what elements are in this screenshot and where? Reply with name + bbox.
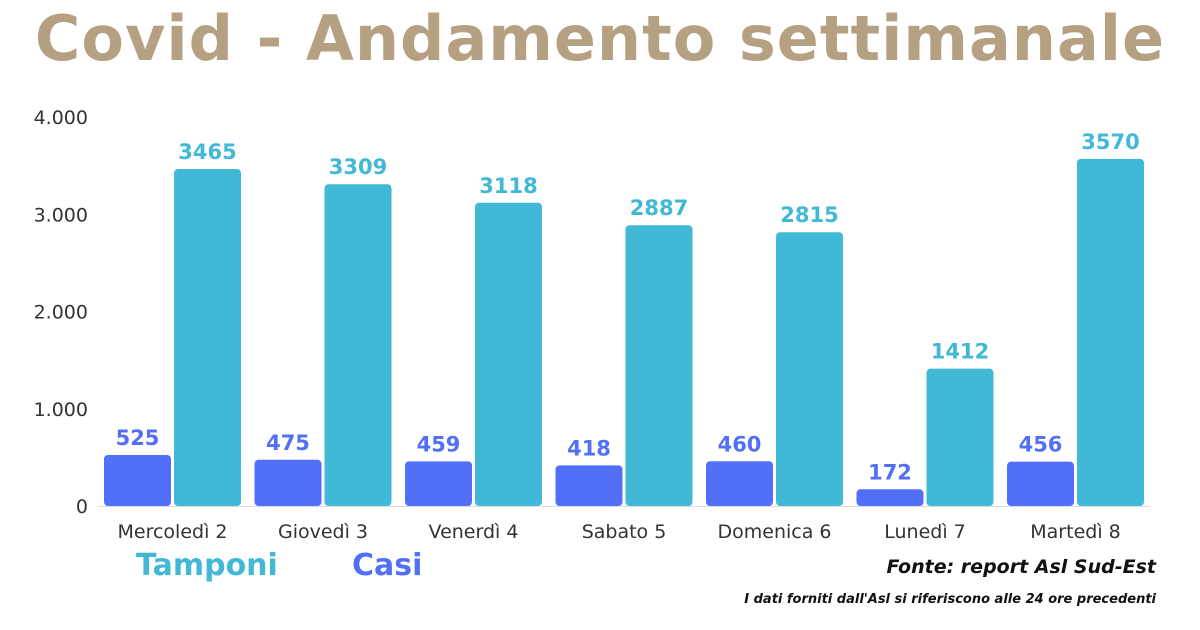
bar-tamponi — [776, 232, 843, 506]
bar-tamponi — [324, 184, 392, 506]
data-label-tamponi: 3570 — [1081, 130, 1139, 154]
legend-casi: Casi — [352, 548, 423, 583]
x-tick-label: Martedì 8 — [1030, 521, 1120, 543]
bar-casi — [1007, 461, 1074, 506]
bar-tamponi — [475, 202, 542, 506]
source-note: Fonte: report Asl Sud-Est — [886, 556, 1156, 578]
data-label-tamponi: 3309 — [329, 155, 387, 179]
chart-title: Covid - Andamento settimanale — [34, 2, 1166, 75]
data-label-tamponi: 2887 — [630, 196, 688, 220]
data-label-casi: 460 — [718, 432, 762, 456]
y-tick-label: 3.000 — [34, 204, 88, 226]
bar-casi — [555, 465, 623, 506]
x-tick-label: Giovedì 3 — [278, 521, 368, 543]
bar-casi — [405, 461, 472, 506]
data-label-casi: 525 — [116, 426, 160, 450]
bar-tamponi — [926, 368, 994, 506]
data-label-tamponi: 3118 — [479, 174, 537, 198]
bar-casi — [104, 454, 171, 506]
data-label-casi: 459 — [417, 432, 461, 456]
x-tick-label: Venerdì 4 — [429, 521, 519, 543]
x-tick-label: Mercoledì 2 — [118, 521, 228, 543]
y-tick-label: 1.000 — [34, 399, 88, 421]
y-tick-label: 2.000 — [34, 302, 88, 324]
data-label-tamponi: 2815 — [780, 203, 838, 227]
bar-tamponi — [1077, 158, 1144, 506]
bar-tamponi — [625, 225, 693, 506]
bar-casi — [856, 489, 924, 506]
data-label-casi: 172 — [868, 460, 912, 484]
footnote: I dati forniti dall'Asl si riferiscono a… — [744, 592, 1156, 607]
x-tick-label: Domenica 6 — [718, 521, 832, 543]
x-tick-label: Sabato 5 — [582, 521, 667, 543]
x-tick-label: Lunedì 7 — [884, 521, 966, 543]
y-tick-label: 4.000 — [34, 107, 88, 129]
legend-tamponi: Tamponi — [136, 548, 278, 583]
data-label-casi: 456 — [1019, 433, 1063, 457]
data-label-casi: 418 — [567, 436, 611, 460]
bar-casi — [706, 461, 773, 506]
data-label-casi: 475 — [266, 431, 310, 455]
y-tick-label: 0 — [76, 496, 88, 518]
bar-casi — [254, 459, 322, 506]
bar-tamponi — [174, 169, 241, 506]
data-label-tamponi: 1412 — [931, 340, 989, 364]
data-label-tamponi: 3465 — [178, 140, 236, 164]
